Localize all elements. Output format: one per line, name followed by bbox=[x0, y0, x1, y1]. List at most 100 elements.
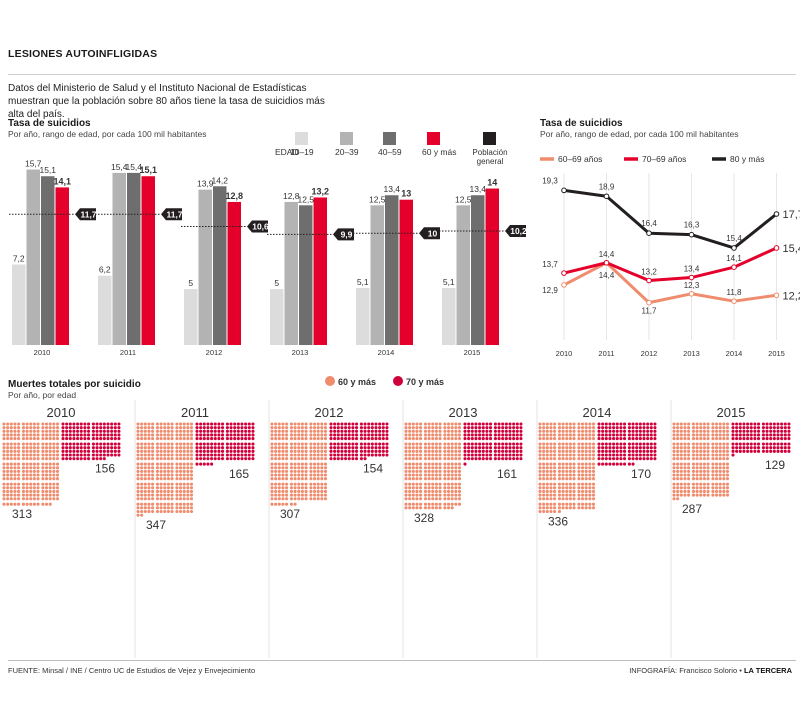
dot-60-plus bbox=[549, 497, 553, 501]
dot-60-plus bbox=[588, 457, 592, 461]
dot-60-plus bbox=[45, 442, 49, 446]
dot-70-plus bbox=[597, 462, 601, 466]
dot-60-plus bbox=[309, 462, 313, 466]
dot-70-plus bbox=[635, 449, 639, 453]
dot-70-plus bbox=[783, 446, 787, 450]
dot-70-plus bbox=[336, 442, 340, 446]
dot-70-plus bbox=[604, 422, 608, 426]
dot-60-plus bbox=[584, 482, 588, 486]
dot-60-plus bbox=[32, 473, 36, 477]
dot-70-plus bbox=[87, 442, 91, 446]
dot-70-plus bbox=[757, 446, 761, 450]
dot-60-plus bbox=[320, 442, 324, 446]
dot-60-plus bbox=[553, 433, 557, 437]
dot-70-plus bbox=[87, 446, 91, 450]
dot-60-plus bbox=[6, 457, 10, 461]
dot-60-plus bbox=[151, 453, 155, 457]
dot-60-plus bbox=[32, 489, 36, 493]
dot-60-plus bbox=[581, 453, 585, 457]
dot-60-plus bbox=[572, 453, 576, 457]
dot-60-plus bbox=[29, 442, 33, 446]
dot-60-plus bbox=[423, 502, 428, 506]
dot-60-plus bbox=[683, 442, 687, 446]
dot-70-plus bbox=[117, 422, 121, 426]
dot-70-plus bbox=[776, 437, 780, 441]
dot-60-plus bbox=[427, 502, 431, 506]
dot-70-plus bbox=[772, 422, 776, 426]
dot-60-plus bbox=[676, 433, 680, 437]
dot-60-plus bbox=[408, 489, 412, 493]
dot-60-plus bbox=[48, 442, 52, 446]
dot-70-plus bbox=[519, 437, 523, 441]
dot-60-plus bbox=[175, 426, 179, 430]
dot-60-plus bbox=[281, 477, 285, 481]
dot-60-plus bbox=[52, 489, 56, 493]
dot-60-plus bbox=[588, 506, 592, 510]
dot-60-plus bbox=[588, 482, 592, 486]
dot-70-plus bbox=[79, 446, 83, 450]
dot-60-plus bbox=[687, 446, 691, 450]
dot-60-plus bbox=[549, 473, 553, 477]
dot-60-plus bbox=[2, 477, 6, 481]
dot-60-plus bbox=[691, 477, 695, 481]
dot-60-plus bbox=[25, 482, 29, 486]
dot-60-plus bbox=[581, 446, 585, 450]
dot-60-plus bbox=[189, 509, 194, 514]
dot-70-plus bbox=[635, 422, 639, 426]
dot-60-plus bbox=[6, 453, 10, 457]
dot-60-plus bbox=[588, 502, 592, 506]
dot-70-plus bbox=[95, 453, 99, 457]
dot-60-plus bbox=[415, 497, 419, 501]
dot-70-plus bbox=[61, 433, 65, 437]
dot-70-plus bbox=[351, 437, 355, 441]
dot-70-plus bbox=[738, 422, 742, 426]
dot-60-plus bbox=[683, 437, 687, 441]
dot-70-plus bbox=[623, 442, 627, 446]
dot-60-plus bbox=[423, 457, 428, 461]
dot-70-plus bbox=[95, 426, 99, 430]
dot-60-plus bbox=[683, 469, 687, 473]
dot-70-plus bbox=[467, 429, 471, 433]
dot-70-plus bbox=[746, 422, 750, 426]
dot-70-plus bbox=[240, 453, 244, 457]
dot-70-plus bbox=[772, 449, 776, 453]
data-point bbox=[688, 274, 695, 281]
dot-60-plus bbox=[289, 497, 294, 501]
dot-70-plus bbox=[463, 449, 467, 453]
dot-60-plus bbox=[21, 462, 26, 466]
dot-70-plus bbox=[79, 442, 83, 446]
dot-70-plus bbox=[481, 457, 485, 461]
dot-60-plus bbox=[581, 489, 585, 493]
dot-70-plus bbox=[485, 437, 489, 441]
dot-60-plus bbox=[687, 426, 691, 430]
dot-70-plus bbox=[631, 457, 635, 461]
dot-60-plus bbox=[591, 466, 596, 470]
dot-60-plus bbox=[581, 477, 585, 481]
dot-60-plus bbox=[423, 466, 428, 470]
dot-70-plus bbox=[340, 453, 344, 457]
dot-60-plus bbox=[561, 497, 565, 501]
dot-60-plus bbox=[706, 449, 710, 453]
dot-60-plus bbox=[147, 482, 151, 486]
dot-70-plus bbox=[381, 426, 385, 430]
dot-60-plus bbox=[691, 433, 695, 437]
dot-70-plus bbox=[210, 433, 214, 437]
dot-60-plus bbox=[159, 502, 163, 506]
dot-60-plus bbox=[155, 502, 159, 506]
dot-60-plus bbox=[297, 477, 301, 481]
dot-70-plus bbox=[735, 426, 739, 430]
dot-60-plus bbox=[438, 502, 442, 506]
dot-60-plus bbox=[419, 422, 423, 426]
dot-60-plus bbox=[17, 446, 21, 450]
dot-60-plus bbox=[2, 446, 6, 450]
dot-70-plus bbox=[340, 437, 344, 441]
dot-60-plus bbox=[166, 433, 170, 437]
dot-60-plus bbox=[55, 429, 60, 433]
dot-70-plus bbox=[206, 429, 210, 433]
dot-70-plus bbox=[102, 426, 106, 430]
dot-70-plus bbox=[638, 449, 642, 453]
dot-70-plus bbox=[749, 433, 753, 437]
dot-70-plus bbox=[608, 426, 612, 430]
dot-60-plus bbox=[155, 462, 159, 466]
dot-60-plus bbox=[542, 469, 546, 473]
